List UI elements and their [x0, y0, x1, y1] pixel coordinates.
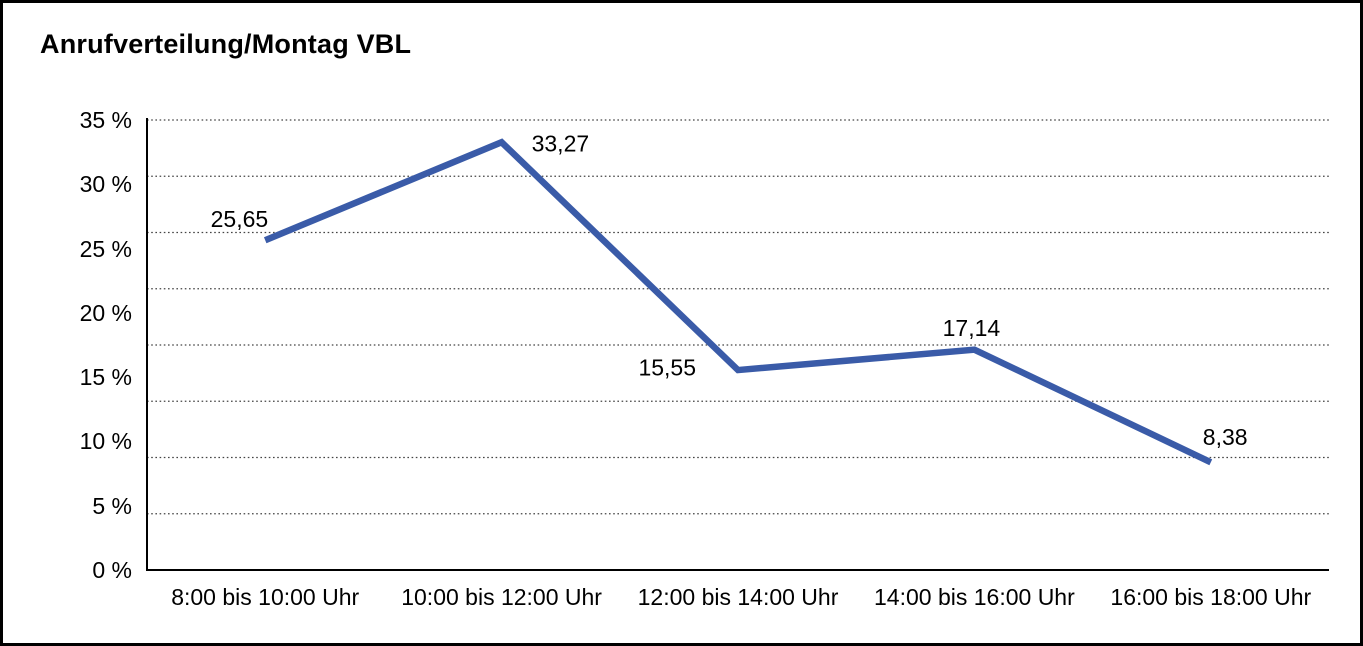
x-axis-category-label: 10:00 bis 12:00 Uhr [401, 584, 602, 610]
y-axis-tick-label: 20 % [79, 299, 132, 326]
data-series-group [263, 138, 1213, 466]
data-point-label: 33,27 [531, 130, 590, 157]
y-axis-tick-label: 30 % [79, 171, 132, 198]
x-axis-category-label: 8:00 bis 10:00 Uhr [171, 584, 360, 610]
data-point-label: 15,55 [638, 354, 696, 381]
y-axis-tick-label: 35 % [79, 107, 132, 133]
data-series-line [263, 138, 1213, 466]
data-point-label: 25,65 [210, 206, 269, 233]
data-point-label: 8,38 [1202, 424, 1248, 451]
x-axis-category-label: 16:00 bis 18:00 Uhr [1110, 584, 1312, 610]
axes-group [146, 118, 1329, 571]
x-axis-category-label: 14:00 bis 16:00 Uhr [874, 584, 1075, 610]
line-chart-canvas [146, 118, 1329, 571]
y-axis-tick-label: 0 % [92, 557, 132, 583]
gridlines-group [147, 119, 1329, 515]
y-axis-tick-label: 15 % [79, 364, 132, 391]
x-axis-category-label: 12:00 bis 14:00 Uhr [637, 584, 839, 610]
chart-title: Anrufverteilung/Montag VBL [40, 29, 412, 59]
y-axis-tick-label: 10 % [79, 428, 132, 455]
y-axis-tick-label: 25 % [79, 235, 132, 262]
data-point-label: 17,14 [942, 314, 1001, 341]
y-axis-tick-label: 5 % [92, 492, 132, 519]
